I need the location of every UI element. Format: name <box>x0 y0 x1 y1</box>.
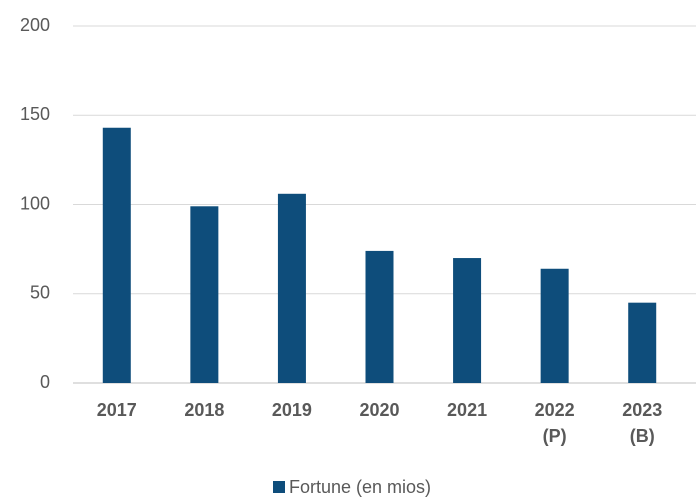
bar <box>540 268 569 383</box>
x-tick-label: 2021 <box>447 400 487 420</box>
bar <box>102 127 131 384</box>
bar <box>365 250 394 383</box>
y-tick-label: 150 <box>20 104 50 124</box>
x-tick-label: 2022 (P) <box>535 400 575 446</box>
bar <box>453 258 482 383</box>
y-tick-label: 200 <box>20 15 50 35</box>
y-tick-label: 0 <box>40 372 50 392</box>
y-tick-label: 50 <box>30 283 50 303</box>
x-tick-label: 2020 <box>359 400 399 420</box>
y-tick-label: 100 <box>20 193 50 213</box>
bar <box>628 302 657 383</box>
x-tick-label: 2018 <box>184 400 224 420</box>
legend-label: Fortune (en mios) <box>289 477 431 497</box>
bar <box>277 193 306 383</box>
x-tick-label: 2023 (B) <box>622 400 662 446</box>
legend-swatch <box>273 481 285 493</box>
x-tick-label: 2019 <box>272 400 312 420</box>
x-tick-label: 2017 <box>97 400 137 420</box>
bar <box>190 206 219 383</box>
